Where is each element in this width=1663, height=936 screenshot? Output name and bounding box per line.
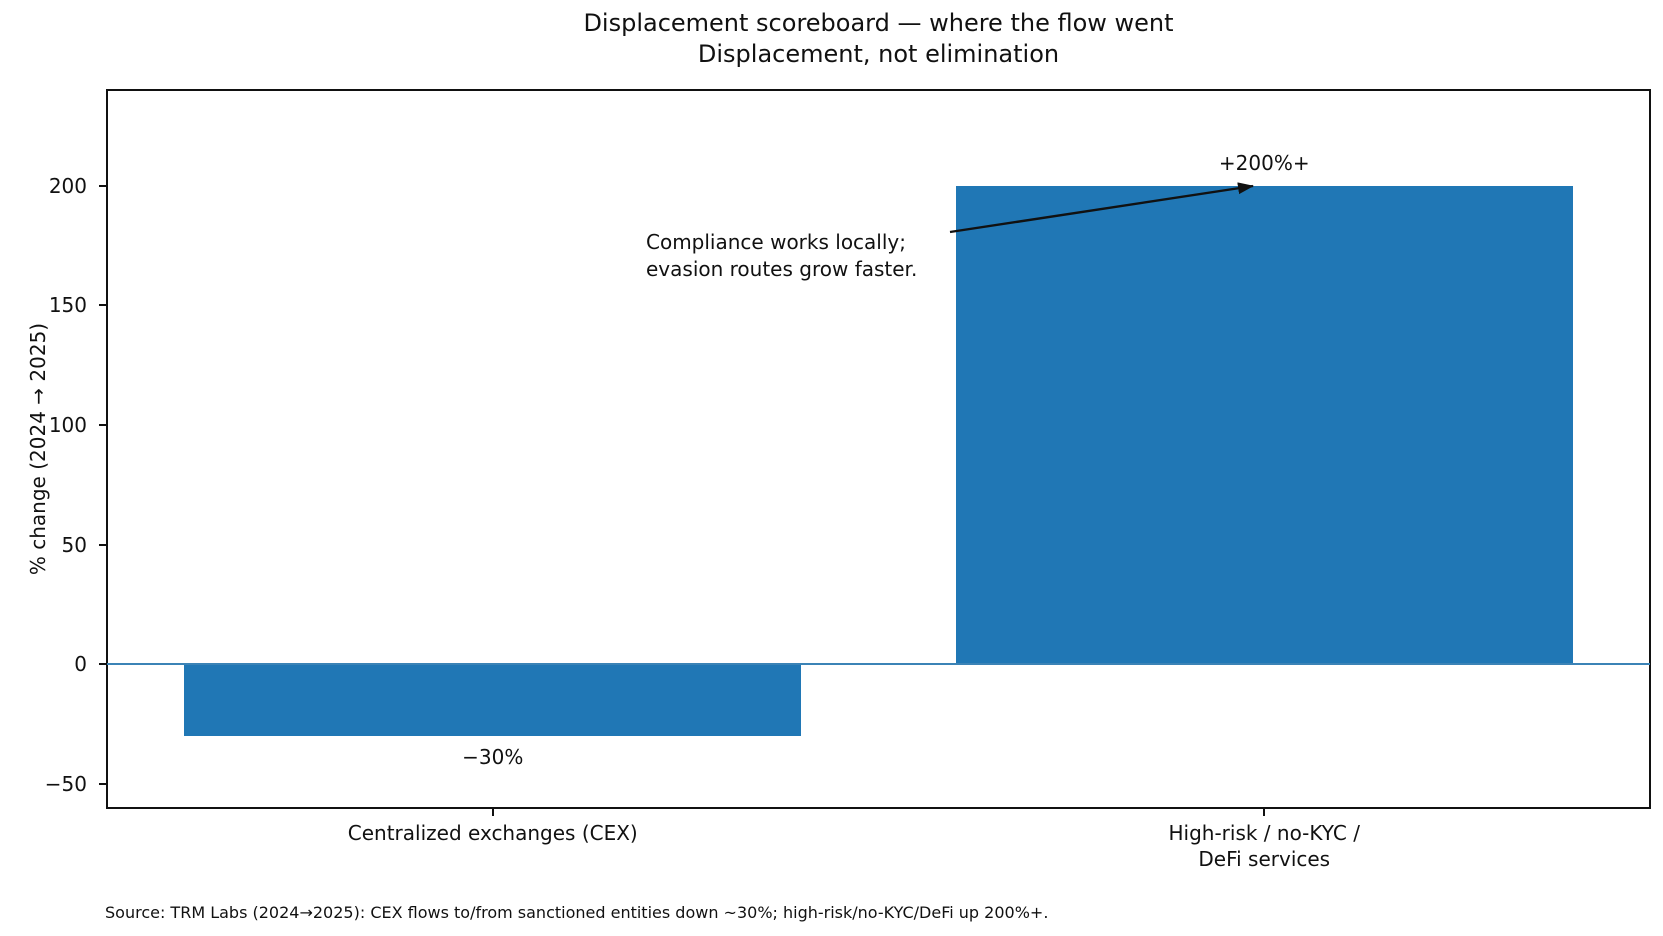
bar [955,185,1573,665]
y-tick-mark [99,663,107,666]
y-tick-label: 50 [61,532,87,557]
y-tick-mark [99,424,107,427]
y-tick-label: −50 [44,772,87,797]
source-note: Source: TRM Labs (2024→2025): CEX flows … [105,903,1049,922]
bar-value-label: −30% [462,745,524,770]
y-tick-mark [99,543,107,546]
x-tick-label: High-risk / no-KYC / DeFi services [1168,821,1360,871]
bar-value-label: +200%+ [1218,150,1310,175]
x-tick-mark [491,808,494,816]
x-tick-mark [1263,808,1266,816]
plot-area [106,89,1651,809]
y-tick-label: 200 [48,173,87,198]
y-tick-label: 150 [48,293,87,318]
y-tick-label: 0 [74,652,87,677]
annotation-text: Compliance works locally; evasion routes… [646,230,918,281]
y-tick-mark [99,304,107,307]
bar [184,664,802,737]
y-tick-mark [99,184,107,187]
x-tick-label: Centralized exchanges (CEX) [347,821,638,845]
y-tick-label: 100 [48,413,87,438]
chart-title: Displacement scoreboard — where the flow… [583,9,1174,68]
zero-line [107,663,1650,666]
y-tick-mark [99,783,107,786]
